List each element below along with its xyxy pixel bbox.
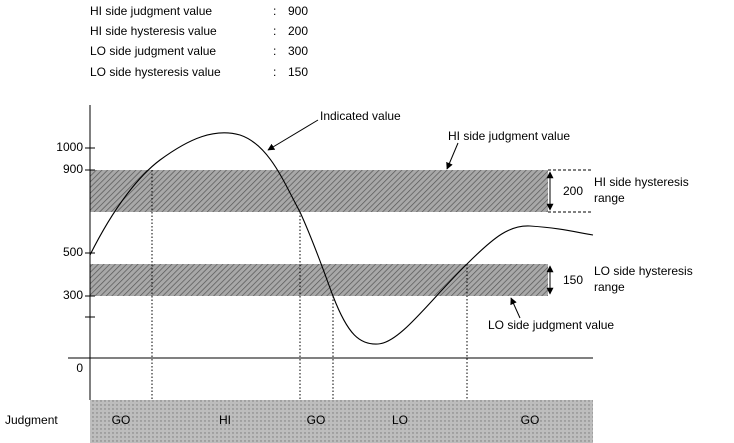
- parameter-value: 150: [288, 65, 308, 79]
- hi-judgment-label: HI side judgment value: [448, 129, 570, 143]
- indicated-value-curve: [89, 132, 594, 345]
- separator: :: [273, 4, 276, 18]
- lo-judgment-label: LO side judgment value: [488, 318, 614, 332]
- judgment-state: GO: [307, 413, 326, 427]
- separator: :: [273, 24, 276, 38]
- hi-range-value: 200: [563, 184, 583, 198]
- indicated-label: Indicated value: [320, 109, 401, 123]
- hi-hysteresis-band: [90, 170, 548, 212]
- parameter-label: LO side hysteresis value: [90, 65, 221, 79]
- parameter-label: HI side judgment value: [90, 4, 212, 18]
- axis-label: 500: [63, 245, 83, 259]
- axis-label: 300: [63, 288, 83, 302]
- judgment-label: Judgment: [5, 413, 58, 427]
- axis-label: 1000: [56, 140, 83, 154]
- ticks: [85, 147, 95, 318]
- judgment-bar: [90, 400, 593, 443]
- hi-range-label: HI side hysteresis: [594, 175, 689, 189]
- axis-label: 0: [76, 361, 83, 375]
- parameter-value: 300: [288, 44, 308, 58]
- parameter-label: HI side hysteresis value: [90, 24, 217, 38]
- separator: :: [273, 65, 276, 79]
- parameter-label: LO side judgment value: [90, 44, 216, 58]
- lo-range-value: 150: [563, 273, 583, 287]
- lo-range-label: LO side hysteresis: [594, 264, 693, 278]
- axis-label: 900: [63, 162, 83, 176]
- annotation-arrows: [267, 119, 521, 319]
- axis-labels: 1000 900 500 300 0: [56, 140, 83, 375]
- judgment-states: GO HI GO LO GO: [112, 413, 540, 427]
- judgment-state: GO: [112, 413, 131, 427]
- judgment-state: LO: [392, 413, 408, 427]
- separator: :: [273, 44, 276, 58]
- range-markers: [546, 169, 592, 295]
- parameter-value: 200: [288, 24, 308, 38]
- hi-range-label: range: [594, 191, 625, 205]
- lo-hysteresis-band: [90, 264, 548, 296]
- judgment-state: HI: [219, 413, 231, 427]
- parameter-value: 900: [288, 4, 308, 18]
- lo-range-label: range: [594, 280, 625, 294]
- judgment-state: GO: [521, 413, 540, 427]
